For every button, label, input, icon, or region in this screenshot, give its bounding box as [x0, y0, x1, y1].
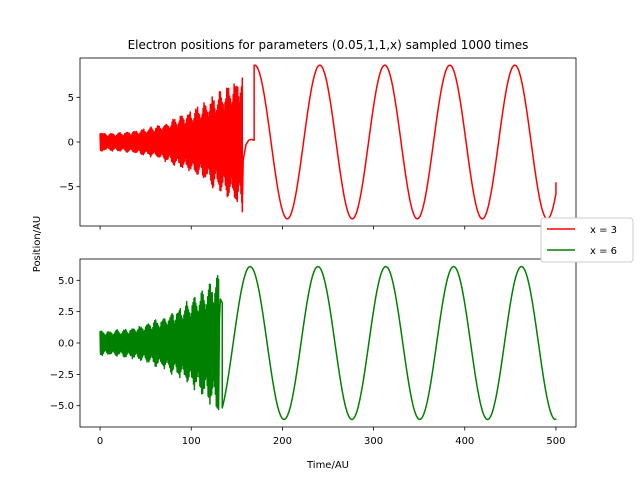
series-x6-line-group [99, 265, 557, 421]
bottom-plot-panel: −5.0 −2.5 0.0 2.5 5.0 0 100 200 300 400 500 [50, 258, 577, 447]
y-tick-label: 5.0 [58, 276, 74, 287]
x-tick-label: 200 [273, 436, 292, 447]
series-line-x6 [99, 265, 557, 421]
y-tick-label: 0.0 [58, 339, 74, 350]
x-axis-label: Time/AU [306, 460, 349, 471]
y-tick-label: 5 [68, 93, 74, 104]
legend-label-x6: x = 6 [590, 246, 617, 257]
x-tick-label: 0 [97, 436, 103, 447]
y-axis-label: Position/AU [32, 216, 43, 272]
legend: x = 3 x = 6 [540, 217, 634, 263]
x-tick-label: 400 [455, 436, 474, 447]
y-tick-label: −5.0 [50, 401, 74, 412]
y-tick-label: 2.5 [58, 307, 74, 318]
y-tick-label: −5 [59, 182, 74, 193]
x-tick-label: 500 [546, 436, 565, 447]
chart-title: Electron positions for parameters (0.05,… [128, 38, 529, 52]
top-y-ticks: −5 0 5 [59, 93, 80, 193]
legend-box [540, 217, 634, 263]
y-tick-label: −2.5 [50, 370, 74, 381]
top-plot-panel: −5 0 5 [59, 57, 577, 230]
y-tick-label: 0 [68, 138, 74, 149]
legend-label-x3: x = 3 [590, 225, 617, 236]
x-tick-label: 300 [364, 436, 383, 447]
bottom-x-ticks: 0 100 200 300 400 500 [97, 427, 565, 447]
bottom-y-ticks: −5.0 −2.5 0.0 2.5 5.0 [50, 276, 80, 412]
series-line-x3 [99, 64, 557, 220]
series-x3-line-group [99, 64, 557, 220]
x-tick-label: 100 [182, 436, 201, 447]
top-x-ticks [99, 226, 557, 230]
